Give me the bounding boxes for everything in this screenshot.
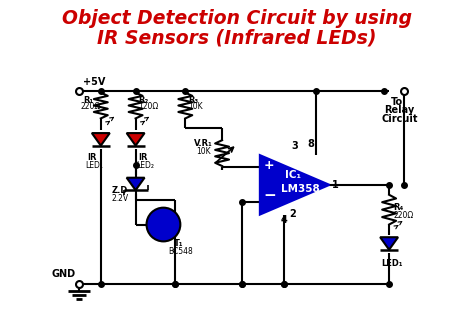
Text: −: − bbox=[264, 188, 277, 203]
Text: 4: 4 bbox=[281, 214, 288, 224]
Text: BC548: BC548 bbox=[168, 247, 193, 256]
Text: 220Ω: 220Ω bbox=[81, 103, 101, 112]
Text: Circuit: Circuit bbox=[381, 114, 418, 124]
Text: IR: IR bbox=[87, 153, 96, 162]
Polygon shape bbox=[127, 133, 145, 146]
Text: 8: 8 bbox=[308, 139, 314, 149]
Text: 2: 2 bbox=[289, 209, 296, 219]
Text: T₁: T₁ bbox=[173, 239, 183, 248]
Text: R₄: R₄ bbox=[393, 203, 403, 212]
Text: 220Ω: 220Ω bbox=[393, 211, 413, 219]
Text: GND: GND bbox=[51, 269, 75, 279]
Text: R₁: R₁ bbox=[83, 95, 93, 105]
Circle shape bbox=[146, 208, 180, 242]
Text: To: To bbox=[391, 96, 403, 107]
Text: LED₁: LED₁ bbox=[381, 259, 402, 268]
Text: IR: IR bbox=[138, 153, 148, 162]
Text: R₂: R₂ bbox=[138, 95, 149, 105]
Text: IR Sensors (Infrared LEDs): IR Sensors (Infrared LEDs) bbox=[97, 28, 377, 48]
Text: +: + bbox=[264, 159, 274, 172]
Text: LED₂: LED₂ bbox=[137, 161, 155, 170]
Text: 1: 1 bbox=[331, 180, 338, 190]
Polygon shape bbox=[92, 133, 110, 146]
Text: R₃: R₃ bbox=[188, 95, 199, 105]
Text: LM358: LM358 bbox=[281, 184, 319, 194]
Text: LED₁: LED₁ bbox=[85, 161, 103, 170]
Polygon shape bbox=[127, 178, 145, 190]
Text: Object Detection Circuit by using: Object Detection Circuit by using bbox=[62, 9, 412, 28]
Text: Relay: Relay bbox=[384, 106, 414, 116]
Text: 10K: 10K bbox=[196, 147, 211, 156]
Text: IC₁: IC₁ bbox=[285, 170, 301, 180]
Text: 2.2V: 2.2V bbox=[112, 194, 129, 203]
Text: 3: 3 bbox=[291, 141, 298, 151]
Text: 120Ω: 120Ω bbox=[138, 103, 159, 112]
Text: +5V: +5V bbox=[83, 77, 105, 87]
Text: V.R₁: V.R₁ bbox=[194, 139, 213, 148]
Text: 10K: 10K bbox=[188, 103, 203, 112]
Polygon shape bbox=[260, 155, 329, 215]
Polygon shape bbox=[380, 237, 398, 250]
Text: Z.D: Z.D bbox=[112, 186, 128, 195]
